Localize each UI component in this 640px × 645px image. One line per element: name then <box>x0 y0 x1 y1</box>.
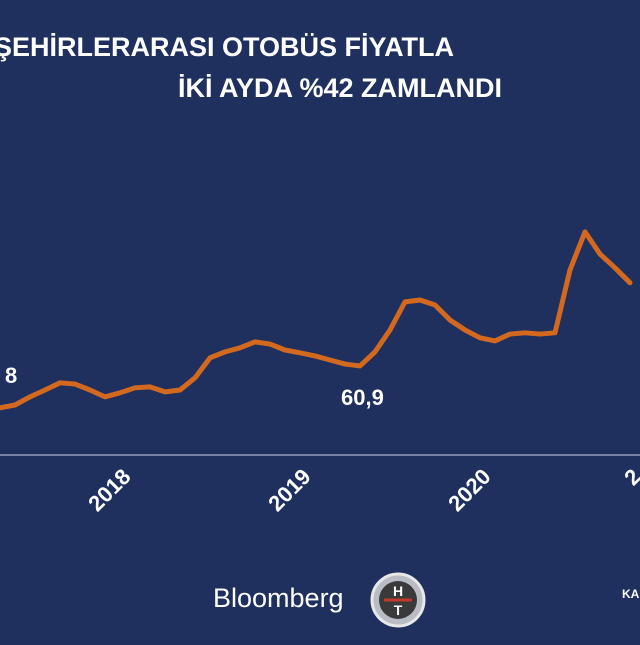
source: KA <box>622 587 640 601</box>
chart-title: ŞEHİRLERARASI OTOBÜS FİYATLA <box>0 32 454 62</box>
chart-title: İKİ AYDA %42 ZAMLANDI <box>178 73 502 103</box>
annotation: 60,9 <box>341 385 384 410</box>
bloomberg-logo: Bloomberg <box>213 583 344 613</box>
annotation: 8 <box>5 363 17 388</box>
ht-logo-letter: H <box>393 583 403 599</box>
ht-logo-letter: T <box>394 602 403 618</box>
line <box>0 229 633 411</box>
